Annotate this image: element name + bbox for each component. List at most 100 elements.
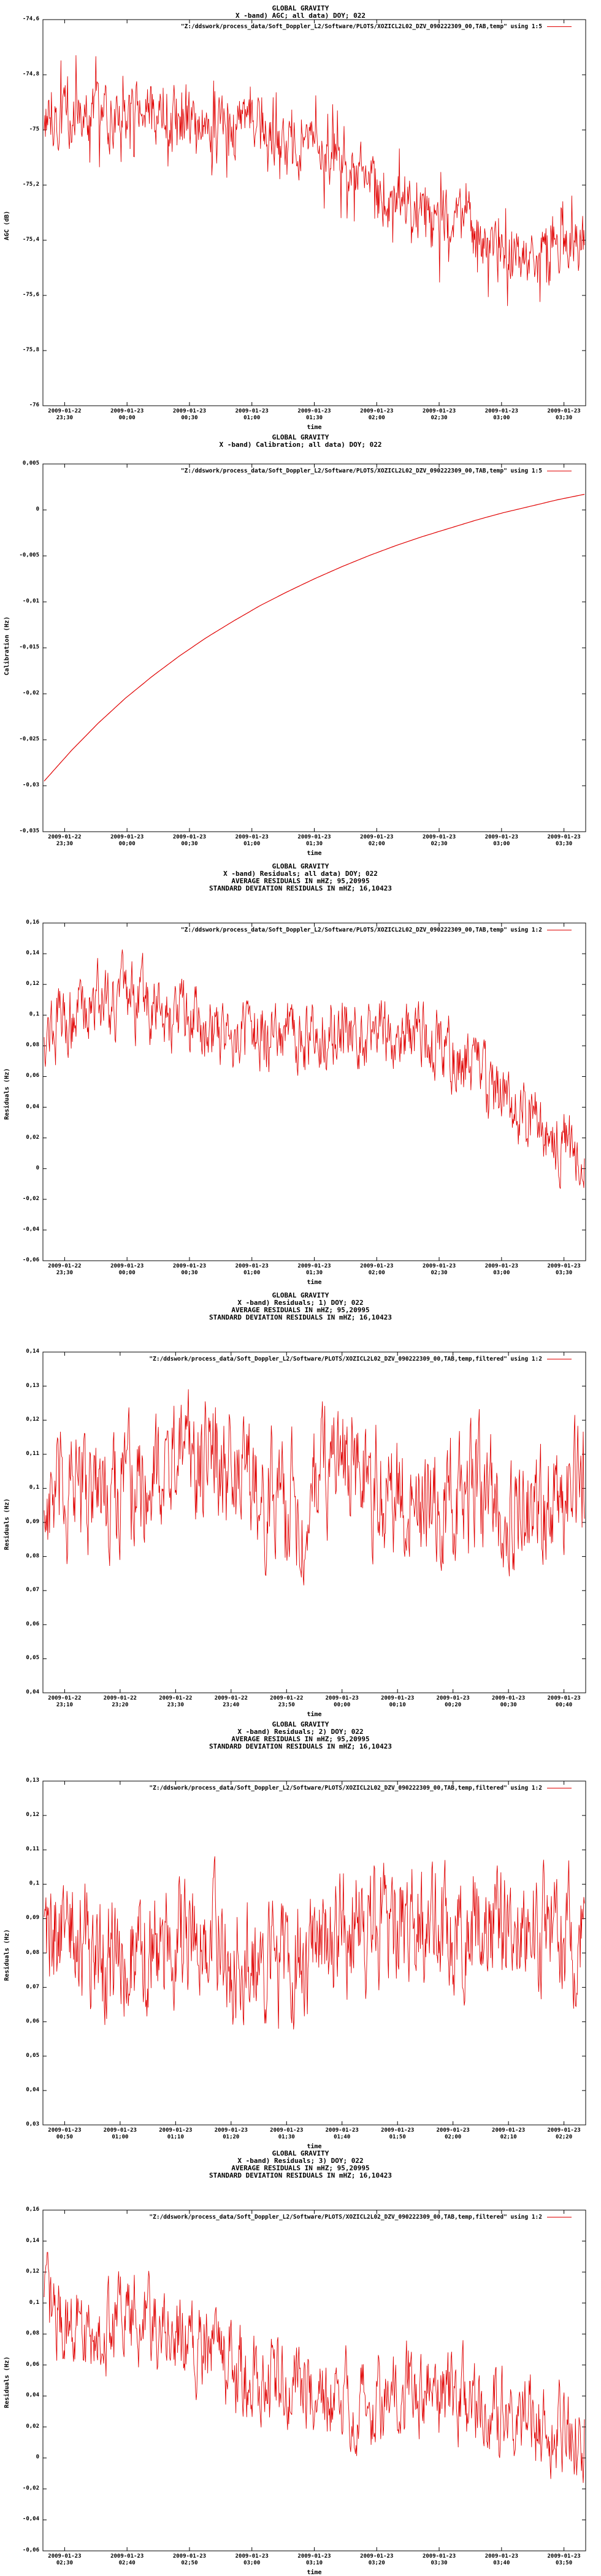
x-tick-label: 2009-01-23 01;00: [235, 1263, 269, 1276]
x-axis-label: time: [307, 1711, 322, 1718]
y-tick-label: -75,2: [22, 181, 39, 188]
legend-entry: "Z:/ddswork/process_data/Soft_Doppler_L2…: [149, 1785, 572, 1791]
chart-stat-line: AVERAGE RESIDUALS IN mHZ; 95,20995: [231, 1735, 370, 1743]
y-tick-label: -75: [29, 126, 39, 132]
chart-svg: [42, 1780, 586, 2126]
chart-stat-line: STANDARD DEVIATION RESIDUALS IN mHZ; 16,…: [209, 1742, 392, 1750]
y-tick-label: -0,035: [19, 828, 39, 834]
legend-swatch: [547, 26, 572, 27]
chart-subtitle: X -band) Residuals; all data) DOY; 022: [223, 870, 378, 878]
y-tick-label: 0,04: [26, 2086, 39, 2093]
x-tick-label: 2009-01-23 02;00: [360, 408, 394, 421]
y-tick-label: -0,04: [22, 1226, 39, 1233]
legend-entry: "Z:/ddswork/process_data/Soft_Doppler_L2…: [181, 468, 572, 474]
x-tick-label: 2009-01-23 00;50: [48, 2127, 82, 2140]
x-tick-label: 2009-01-23 01;40: [325, 2127, 359, 2140]
plot-frame: [42, 1780, 586, 2126]
plot-frame: [42, 1351, 586, 1693]
x-tick-label: 2009-01-23 02;30: [422, 408, 456, 421]
x-tick-label: 2009-01-23 00;00: [110, 408, 144, 421]
x-tick-label: 2009-01-23 01;00: [235, 834, 269, 847]
x-tick-label: 2009-01-23 02;00: [360, 1263, 394, 1276]
chart-title: GLOBAL GRAVITY: [272, 1720, 329, 1728]
y-tick-label: 0,14: [26, 950, 39, 957]
y-tick-label: 0: [36, 2454, 39, 2461]
x-tick-label: 2009-01-23 02;50: [172, 2553, 207, 2566]
y-axis-label: Residuals (Hz): [4, 1498, 10, 1550]
x-tick-label: 2009-01-23 02;30: [48, 2553, 82, 2566]
y-tick-label: -75,4: [22, 237, 39, 243]
x-tick-label: 2009-01-23 03;00: [484, 1263, 518, 1276]
x-tick-label: 2009-01-22 23;10: [48, 1695, 82, 1708]
legend-label: "Z:/ddswork/process_data/Soft_Doppler_L2…: [180, 927, 542, 933]
x-tick-label: 2009-01-22 23;30: [48, 834, 82, 847]
x-axis-label: time: [307, 1279, 322, 1286]
chart-subtitle: X -band) Residuals; 2) DOY; 022: [237, 1728, 364, 1736]
x-tick-label: 2009-01-22 23;30: [159, 1695, 193, 1708]
series-line: [44, 2252, 585, 2483]
series-line: [44, 55, 585, 306]
series-line: [44, 493, 585, 781]
y-tick-label: -0,02: [22, 2485, 39, 2491]
y-tick-label: -0,02: [22, 1195, 39, 1202]
x-tick-label: 2009-01-23 03;30: [547, 408, 581, 421]
y-tick-label: 0,05: [26, 2052, 39, 2059]
y-tick-label: 0,06: [26, 2018, 39, 2024]
chart-svg: [42, 922, 586, 1261]
legend-entry: "Z:/ddswork/process_data/Soft_Doppler_L2…: [181, 927, 572, 933]
y-tick-label: 0,07: [26, 1983, 39, 1990]
legend-entry: "Z:/ddswork/process_data/Soft_Doppler_L2…: [149, 2214, 572, 2221]
y-tick-label: 0,08: [26, 2330, 39, 2337]
y-tick-label: -75,6: [22, 292, 39, 298]
chart-stat-line: STANDARD DEVIATION RESIDUALS IN mHZ; 16,…: [209, 1313, 392, 1321]
legend-label: "Z:/ddswork/process_data/Soft_Doppler_L2…: [149, 2214, 542, 2221]
y-tick-label: -0,04: [22, 2516, 39, 2523]
y-tick-label: 0,005: [22, 460, 39, 466]
x-tick-label: 2009-01-23 02;00: [436, 2127, 470, 2140]
x-tick-label: 2009-01-23 02;00: [360, 834, 394, 847]
legend-label: "Z:/ddswork/process_data/Soft_Doppler_L2…: [180, 468, 542, 474]
x-axis-label: time: [307, 424, 322, 431]
chart-title: GLOBAL GRAVITY: [272, 1291, 329, 1299]
y-tick-label: 0,13: [26, 1777, 39, 1784]
chart-title: GLOBAL GRAVITY: [272, 862, 329, 870]
x-tick-label: 2009-01-23 03;10: [297, 2553, 331, 2566]
y-tick-label: 0,13: [26, 1382, 39, 1389]
x-tick-label: 2009-01-23 03;40: [484, 2553, 518, 2566]
x-tick-label: 2009-01-23 03;30: [547, 1263, 581, 1276]
chart-panel-4: GLOBAL GRAVITY X -band) Residuals; 1) DOY…: [0, 1287, 601, 1718]
x-tick-label: 2009-01-23 01;20: [214, 2127, 248, 2140]
chart-panel-1: GLOBAL GRAVITY X -band) AGC; all data) DO…: [0, 0, 601, 431]
y-tick-label: 0,12: [26, 2268, 39, 2275]
y-tick-label: -74,6: [22, 16, 39, 22]
y-tick-label: 0,12: [26, 1416, 39, 1423]
x-tick-label: 2009-01-23 00;40: [547, 1695, 581, 1708]
y-tick-label: 0,06: [26, 1620, 39, 1627]
y-tick-label: 0,02: [26, 1134, 39, 1141]
chart-svg: [42, 19, 586, 406]
x-tick-label: 2009-01-23 03;30: [547, 834, 581, 847]
y-tick-label: 0: [36, 506, 39, 512]
legend-entry: "Z:/ddswork/process_data/Soft_Doppler_L2…: [181, 23, 572, 30]
chart-subtitle: X -band) Residuals; 1) DOY; 022: [237, 1299, 364, 1307]
legend-label: "Z:/ddswork/process_data/Soft_Doppler_L2…: [149, 1785, 542, 1791]
y-tick-label: 0,09: [26, 1915, 39, 1921]
y-tick-label: -0,02: [22, 690, 39, 696]
y-tick-label: -0,025: [19, 736, 39, 742]
series-line: [44, 1389, 585, 1586]
x-tick-label: 2009-01-23 01;10: [159, 2127, 193, 2140]
y-tick-label: 0,09: [26, 1519, 39, 1525]
y-tick-label: 0,11: [26, 1450, 39, 1457]
y-tick-label: 0,06: [26, 2361, 39, 2368]
x-tick-label: 2009-01-23 03;30: [422, 2553, 456, 2566]
x-tick-label: 2009-01-23 00;30: [172, 1263, 207, 1276]
y-tick-label: -0,03: [22, 782, 39, 788]
x-tick-label: 2009-01-23 03;20: [360, 2553, 394, 2566]
legend-label: "Z:/ddswork/process_data/Soft_Doppler_L2…: [180, 23, 542, 30]
x-tick-label: 2009-01-23 01;30: [297, 408, 331, 421]
y-tick-label: 0,1: [29, 1011, 39, 1018]
x-tick-label: 2009-01-23 02;30: [422, 1263, 456, 1276]
chart-panel-5: GLOBAL GRAVITY X -band) Residuals; 2) DOY…: [0, 1716, 601, 2150]
chart-title: GLOBAL GRAVITY: [272, 4, 329, 12]
y-axis-label: Residuals (Hz): [4, 1068, 10, 1120]
